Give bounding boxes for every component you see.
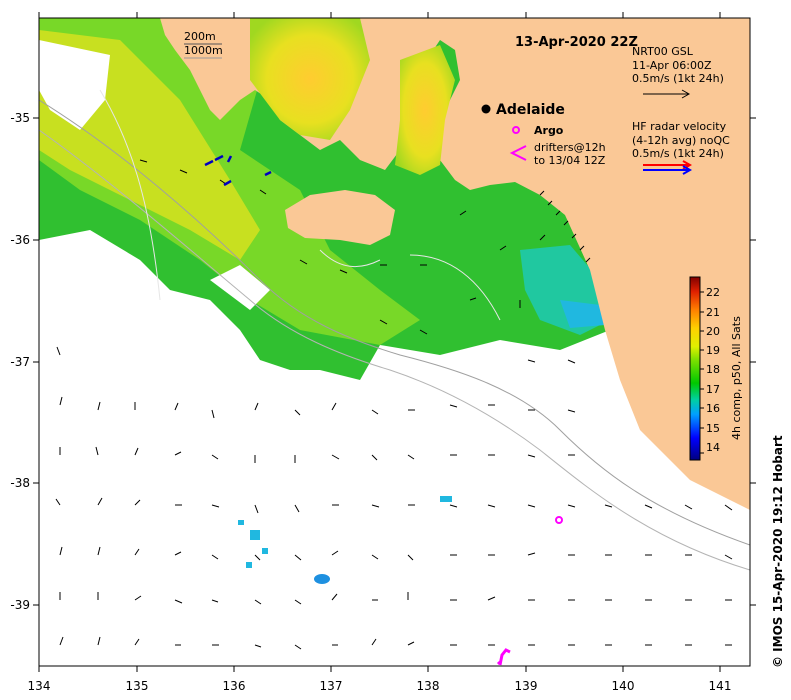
hf-radar-legend: HF radar velocity (4-12h avg) noQC 0.5m/… (632, 120, 730, 175)
sst-speck (238, 520, 244, 525)
argo-legend-icon (512, 126, 520, 134)
y-tick-label: -39 (10, 598, 30, 612)
adelaide-marker (481, 104, 491, 114)
colorbar-tick: 15 (706, 422, 720, 435)
colorbar-gradient (689, 276, 701, 461)
adelaide-label: Adelaide (496, 102, 565, 118)
current-legend-line2: 11-Apr 06:00Z (632, 59, 712, 72)
colorbar-tick: 16 (706, 402, 720, 415)
sst-speck (246, 562, 252, 568)
colorbar-tick: 17 (706, 383, 720, 396)
argo-legend-label: Argo (534, 124, 564, 137)
colorbar-tick: 21 (706, 306, 720, 319)
bathy-1000m (39, 129, 750, 571)
y-tick-label: -35 (10, 111, 30, 125)
x-tick-label: 134 (28, 679, 51, 693)
velocity-arrows (55, 159, 733, 650)
plot-frame (38, 17, 751, 667)
x-tick-label: 141 (709, 679, 732, 693)
sst-field-blue-spot (560, 300, 605, 328)
colorbar-title: 4h comp, p50, All Sats (730, 316, 743, 440)
land-mainland (160, 18, 750, 510)
hf-legend-line1: HF radar velocity (632, 120, 727, 133)
cloud-patch-1 (39, 40, 110, 130)
map-title: 13-Apr-2020 22Z (515, 35, 638, 50)
depth-legend-200m: 200m (184, 30, 216, 43)
drifter-legend-line2: to 13/04 12Z (534, 154, 606, 167)
colorbar: 14 15 16 17 18 19 20 21 22 4h comp, p50,… (689, 276, 743, 461)
current-legend: NRT00 GSL 11-Apr 06:00Z 0.5m/s (1kt 24h) (632, 45, 724, 99)
credit-text: © IMOS 15-Apr-2020 19:12 Hobart (771, 435, 785, 668)
x-tick-label: 137 (320, 679, 343, 693)
y-tick-label: -36 (10, 233, 30, 247)
x-tick-label: 139 (515, 679, 538, 693)
sst-speck (262, 548, 268, 554)
hf-radar-arrows (204, 154, 272, 187)
drifter-legend-icon (509, 145, 527, 161)
colorbar-tick: 19 (706, 344, 720, 357)
sst-speck (250, 530, 260, 540)
current-legend-line3: 0.5m/s (1kt 24h) (632, 72, 724, 85)
x-tick-label: 140 (612, 679, 635, 693)
y-tick-label: -37 (10, 355, 30, 369)
coast-hatching (539, 190, 591, 263)
y-axis: -35 -36 -37 -38 -39 (10, 111, 756, 612)
colorbar-tick: 22 (706, 286, 720, 299)
colorbar-tick: 20 (706, 325, 720, 338)
gulf-warm-water (250, 18, 370, 140)
x-axis: 134 135 136 137 138 139 140 141 (28, 12, 732, 693)
hf-legend-line2: (4-12h avg) noQC (632, 134, 730, 147)
y-tick-label: -38 (10, 476, 30, 490)
gulf-st-vincent-water (395, 45, 455, 175)
cloud-patch-2 (39, 230, 280, 372)
kangaroo-island (285, 190, 395, 245)
x-tick-label: 138 (417, 679, 440, 693)
colorbar-tick: 18 (706, 363, 720, 376)
x-tick-label: 135 (126, 679, 149, 693)
depth-legend: 200m 1000m (184, 30, 223, 59)
sst-speck (440, 496, 452, 502)
current-legend-line1: NRT00 GSL (632, 45, 694, 58)
bathy-extra (99, 89, 501, 321)
bathy-200m (39, 99, 750, 546)
drifter-track (496, 648, 511, 666)
depth-legend-1000m: 1000m (184, 44, 223, 57)
cloud-patch-3 (210, 265, 270, 310)
hf-legend-line3: 0.5m/s (1kt 24h) (632, 147, 724, 160)
x-tick-label: 136 (223, 679, 246, 693)
drifter-legend-line1: drifters@12h (534, 141, 606, 154)
colorbar-tick: 14 (706, 441, 720, 454)
sst-speck (314, 574, 330, 584)
argo-float-marker (555, 516, 563, 524)
